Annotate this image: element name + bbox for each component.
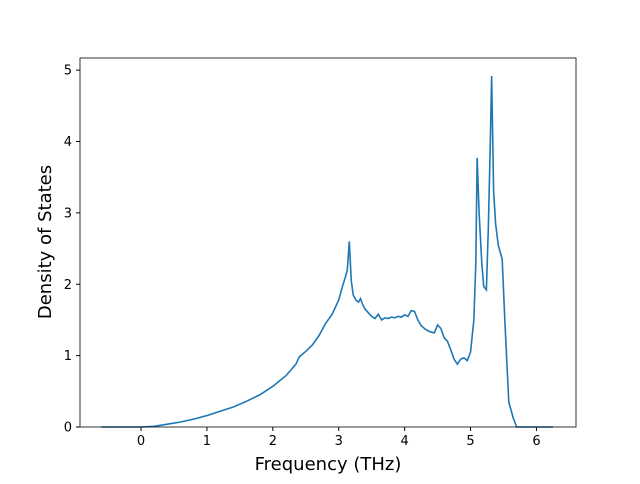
y-tick-label: 0 xyxy=(64,421,72,436)
y-tick-label: 4 xyxy=(64,135,72,150)
line xyxy=(101,75,553,428)
x-tick-label: 2 xyxy=(269,434,277,449)
x-tick-label: 3 xyxy=(335,434,343,449)
x-tick-label: 1 xyxy=(203,434,211,449)
y-tick-label: 5 xyxy=(64,64,72,79)
y-tick-label: 3 xyxy=(64,206,72,221)
y-axis-label: Density of States xyxy=(35,165,56,319)
y-tick-label: 2 xyxy=(64,278,72,293)
plot-frame xyxy=(79,57,577,428)
x-tick-label: 5 xyxy=(466,434,474,449)
y-tick-label: 1 xyxy=(64,349,72,364)
x-tick-label: 0 xyxy=(137,434,145,449)
x-tick-label: 6 xyxy=(532,434,540,449)
x-axis-label: Frequency (THz) xyxy=(255,454,402,475)
x-tick-label: 4 xyxy=(401,434,409,449)
